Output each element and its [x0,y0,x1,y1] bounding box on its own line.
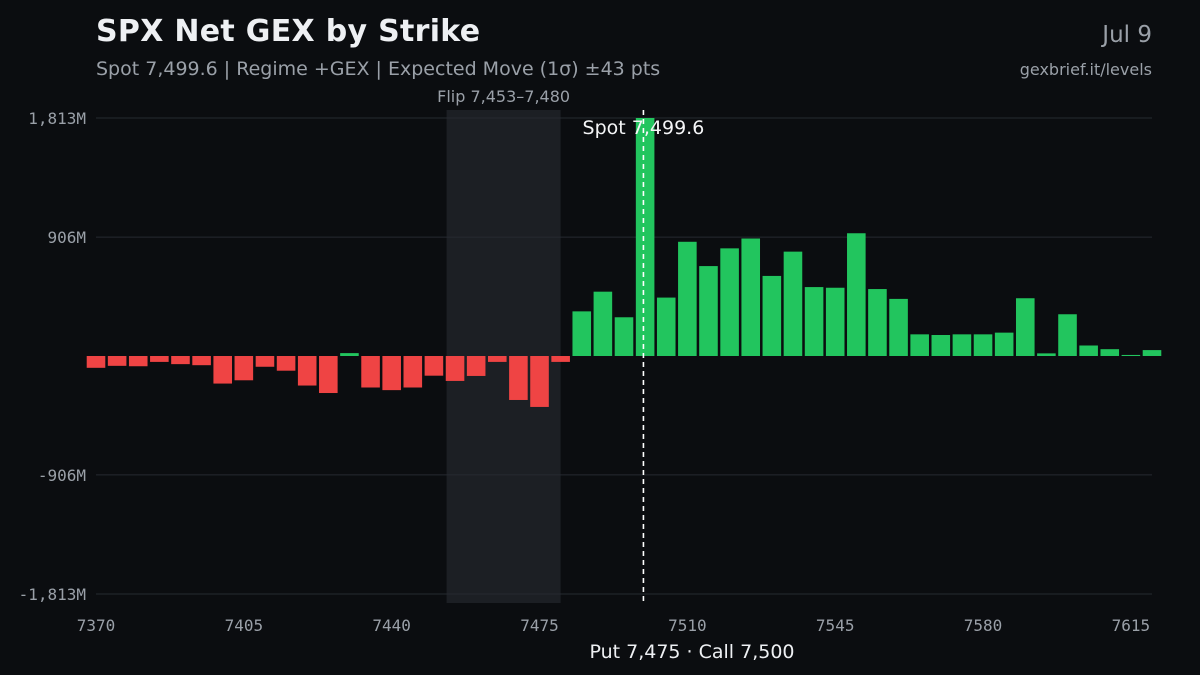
bar [1015,298,1035,356]
y-tick-label: 1,813M [28,109,86,128]
bar [572,311,592,356]
bar [107,356,127,366]
x-tick-label: 7545 [816,616,855,635]
spot-label: Spot 7,499.6 [583,117,705,139]
bar [762,275,782,356]
bar [593,291,613,356]
bar [931,334,951,356]
bar [192,356,211,366]
bar [340,353,359,356]
bar [171,356,190,365]
bar [445,356,465,381]
source-link[interactable]: gexbrief.it/levels [1019,60,1152,79]
bar [86,356,106,368]
bar [741,238,761,356]
bar [1100,349,1120,356]
bar [530,356,549,407]
y-tick-label: -1,813M [19,585,86,604]
bar [952,334,972,356]
bar [1037,353,1056,356]
bar [361,356,380,388]
bar [276,356,296,371]
y-tick-label: -906M [38,466,86,485]
bars-layer [86,118,1162,407]
flip-zone-label: Flip 7,453–7,480 [437,87,570,106]
grid-layer [96,117,1152,595]
bar [509,356,528,400]
bar [128,356,148,367]
bar [656,297,676,356]
bar [319,356,338,394]
bar [403,356,423,388]
bar [466,356,486,376]
axis-layer: 1,813M 906M -906M -1,813M 7370 7405 7440 7475 75… [19,109,1151,663]
bar [994,332,1014,356]
bar [783,251,803,356]
bar [1142,350,1162,356]
flip-zone-layer: Flip 7,453–7,480 [437,87,570,603]
bar [614,317,634,356]
bar [1058,314,1077,356]
bar [868,289,887,356]
bar [424,356,444,376]
annotation-layer: Spot 7,499.6 [583,110,705,603]
bar [889,298,908,356]
x-axis-label: Put 7,475 · Call 7,500 [589,641,794,663]
y-tick-label: 906M [47,228,86,247]
x-tick-label: 7475 [520,616,559,635]
chart-date: Jul 9 [1102,22,1152,48]
bar [847,233,866,356]
bar [551,356,570,362]
bar [150,356,169,362]
bar [720,248,739,356]
bar [973,334,993,356]
bar [825,287,845,356]
bar [1121,354,1141,356]
bar [910,334,929,356]
bar [382,356,401,391]
bar [699,266,718,356]
bar [487,356,507,362]
bar [213,356,233,384]
bar [804,287,824,356]
chart-subtitle: Spot 7,499.6 | Regime +GEX | Expected Mo… [96,58,661,80]
bar [678,241,697,356]
bar [1079,345,1098,356]
chart-title: SPX Net GEX by Strike [96,14,481,49]
x-tick-label: 7615 [1112,616,1151,635]
x-tick-label: 7440 [372,616,411,635]
bar [234,356,254,381]
bar [255,356,275,367]
x-tick-label: 7405 [225,616,264,635]
x-tick-label: 7370 [77,616,116,635]
x-tick-label: 7510 [668,616,707,635]
bar [297,356,317,386]
x-tick-label: 7580 [964,616,1003,635]
bar [635,118,655,356]
